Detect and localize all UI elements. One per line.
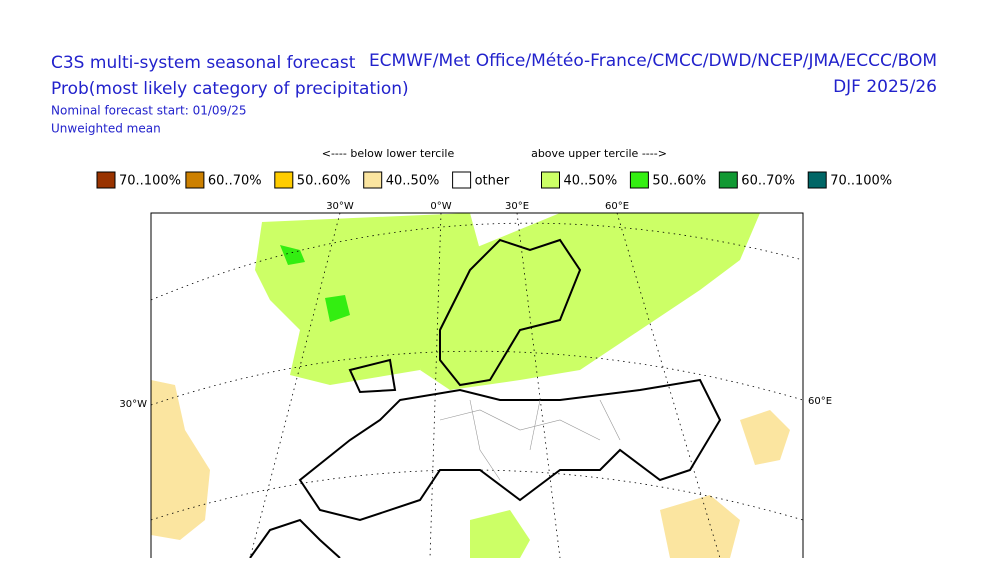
legend-label: 70..100%: [830, 174, 892, 189]
legend-swatch: [629, 171, 649, 189]
legend-label: 40..50%: [386, 174, 440, 189]
centres: ECMWF/Met Office/Météo-France/CMCC/DWD/N…: [369, 51, 937, 71]
wet-core: [280, 245, 305, 265]
legend-swatch: [452, 171, 472, 189]
legend-label: 40..50%: [564, 174, 618, 189]
legend-swatch: [541, 171, 560, 189]
dry-area: [740, 410, 790, 465]
legend-label: 50..60%: [652, 174, 706, 189]
subtitle: Prob(most likely category of precipitati…: [51, 79, 409, 99]
legend-label: 60..70%: [208, 174, 262, 189]
legend: 70..100% 60..70% 50..60% 40..50% other 40..50…: [96, 171, 892, 189]
lat-label: 60°E: [808, 396, 832, 407]
lat-label: 30°W: [119, 399, 147, 410]
lon-label: 30°W: [326, 201, 354, 212]
mean-type: Unweighted mean: [51, 122, 161, 136]
wet-area: [470, 510, 530, 558]
season: DJF 2025/26: [833, 77, 937, 97]
wet-area: [255, 213, 480, 385]
dry-area: [151, 380, 210, 540]
legend-label: other: [475, 174, 510, 189]
legend-swatch: [718, 171, 738, 189]
start-date: Nominal forecast start: 01/09/25: [51, 104, 247, 118]
legend-swatch: [185, 171, 205, 189]
above-label: above upper tercile ---->: [531, 147, 667, 160]
below-label: <---- below lower tercile: [322, 147, 455, 160]
legend-label: 60..70%: [741, 174, 795, 189]
lon-label: 0°W: [430, 201, 451, 212]
legend-swatch: [96, 171, 116, 189]
lon-label: 30°E: [505, 201, 529, 212]
legend-swatch: [807, 171, 827, 189]
lon-label: 60°E: [605, 201, 629, 212]
legend-label: 50..60%: [297, 174, 351, 189]
wet-area: [420, 213, 760, 390]
title: C3S multi-system seasonal forecast: [51, 53, 356, 73]
legend-swatch: [274, 171, 294, 189]
dry-area: [660, 495, 740, 558]
map: [150, 212, 804, 562]
wet-core: [325, 295, 350, 322]
legend-swatch: [363, 171, 383, 189]
legend-label: 70..100%: [119, 174, 181, 189]
